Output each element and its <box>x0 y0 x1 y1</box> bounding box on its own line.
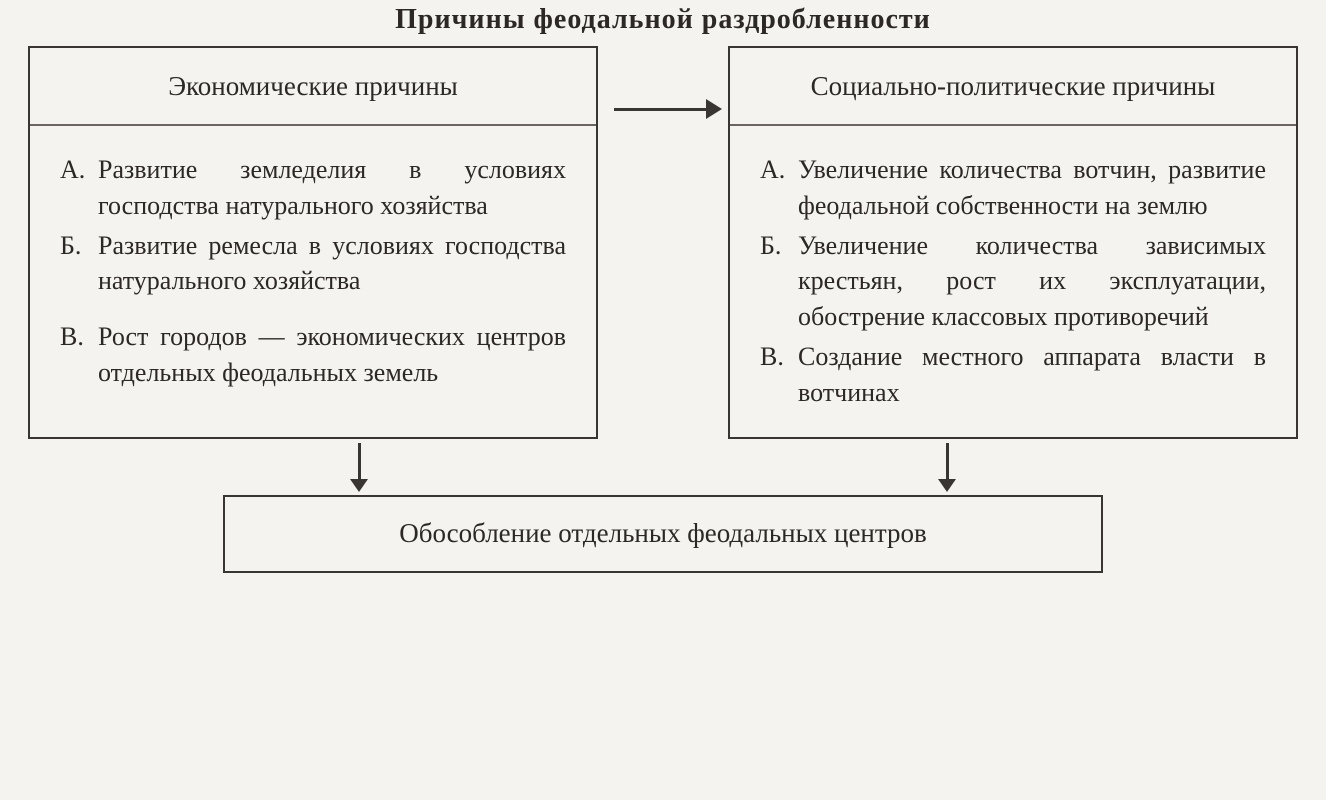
down-arrows-area <box>28 439 1298 495</box>
item-text: Увеличение количества вотчин, развитие ф… <box>798 152 1266 224</box>
item-text: Создание местного аппарата власти в вотч… <box>798 339 1266 411</box>
item-text: Развитие земледелия в условиях господств… <box>98 152 566 224</box>
economic-causes-body: А. Развитие земледелия в условиях господ… <box>30 126 596 417</box>
arrow-right-head-icon <box>706 99 722 119</box>
arrow-down-right-icon <box>946 443 949 481</box>
item-label: Б. <box>60 228 98 300</box>
list-item: В. Создание местного аппарата власти в в… <box>760 339 1266 411</box>
list-item: В. Рост городов — экономических центров … <box>60 319 566 391</box>
horizontal-arrow-gap <box>598 46 728 439</box>
item-label: В. <box>760 339 798 411</box>
item-label: Б. <box>760 228 798 336</box>
economic-causes-box: Экономические причины А. Развитие землед… <box>28 46 598 439</box>
item-text: Рост городов — экономических центров отд… <box>98 319 566 391</box>
sociopolitical-causes-box: Социально-политические причины А. Увелич… <box>728 46 1298 439</box>
sociopolitical-causes-body: А. Увеличение количества вотчин, развити… <box>730 126 1296 437</box>
sociopolitical-causes-header: Социально-политические причины <box>730 48 1296 126</box>
causes-row: Экономические причины А. Развитие землед… <box>28 46 1298 439</box>
item-label: А. <box>760 152 798 224</box>
arrow-down-left-icon <box>358 443 361 481</box>
list-item: А. Развитие земледелия в условиях господ… <box>60 152 566 224</box>
item-text: Увеличение количества зависимых крестьян… <box>798 228 1266 336</box>
diagram-title: Причины феодальной раздробленности <box>28 0 1298 46</box>
item-label: А. <box>60 152 98 224</box>
item-label: В. <box>60 319 98 391</box>
item-text: Развитие ремесла в условиях господства н… <box>98 228 566 300</box>
list-item: Б. Увеличение количества зависимых крест… <box>760 228 1266 336</box>
economic-causes-header: Экономические причины <box>30 48 596 126</box>
list-item: А. Увеличение количества вотчин, развити… <box>760 152 1266 224</box>
arrow-right-line <box>614 108 712 111</box>
result-row: Обособление отдельных феодальных центров <box>28 495 1298 573</box>
result-box: Обособление отдельных феодальных центров <box>223 495 1103 573</box>
list-item: Б. Развитие ремесла в условиях господств… <box>60 228 566 300</box>
